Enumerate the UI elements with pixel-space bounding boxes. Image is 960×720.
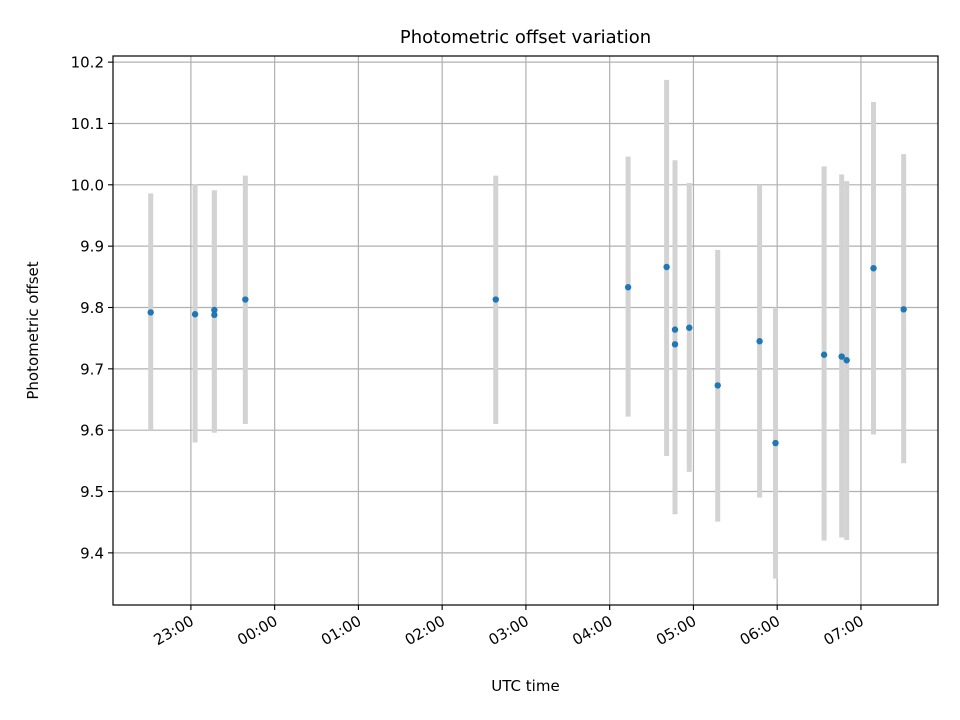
data-point <box>242 296 249 303</box>
data-point <box>211 311 218 319</box>
data-point <box>900 306 907 313</box>
x-axis-label: UTC time <box>491 677 559 695</box>
data-point <box>671 326 679 333</box>
data-point <box>820 351 828 358</box>
data-point <box>191 311 199 318</box>
y-axis-label: Photometric offset <box>24 261 42 399</box>
data-point <box>772 439 779 447</box>
y-tick-label: 9.5 <box>80 483 104 501</box>
chart-title: Photometric offset variation <box>400 27 651 48</box>
data-point <box>211 306 218 314</box>
data-point <box>492 296 499 303</box>
y-tick-label: 10.2 <box>71 54 104 72</box>
y-tick-label: 10.1 <box>71 115 104 133</box>
data-point <box>843 357 850 364</box>
grid <box>113 56 938 605</box>
y-tick-label: 9.7 <box>80 360 104 378</box>
data-point <box>838 353 845 360</box>
y-tick-label: 9.8 <box>80 299 104 317</box>
data-point <box>624 284 632 291</box>
data-point <box>756 338 763 345</box>
data-point <box>686 324 693 331</box>
data-point <box>663 263 670 271</box>
data-point <box>714 382 721 389</box>
data-point <box>671 341 679 348</box>
y-tick-label: 10.0 <box>71 176 104 194</box>
y-tick-label: 9.6 <box>80 422 104 440</box>
y-tick-label: 9.4 <box>80 544 104 562</box>
data-point <box>147 309 154 316</box>
data-point <box>870 265 877 272</box>
data-points <box>147 263 907 447</box>
y-tick-label: 9.9 <box>80 238 104 256</box>
